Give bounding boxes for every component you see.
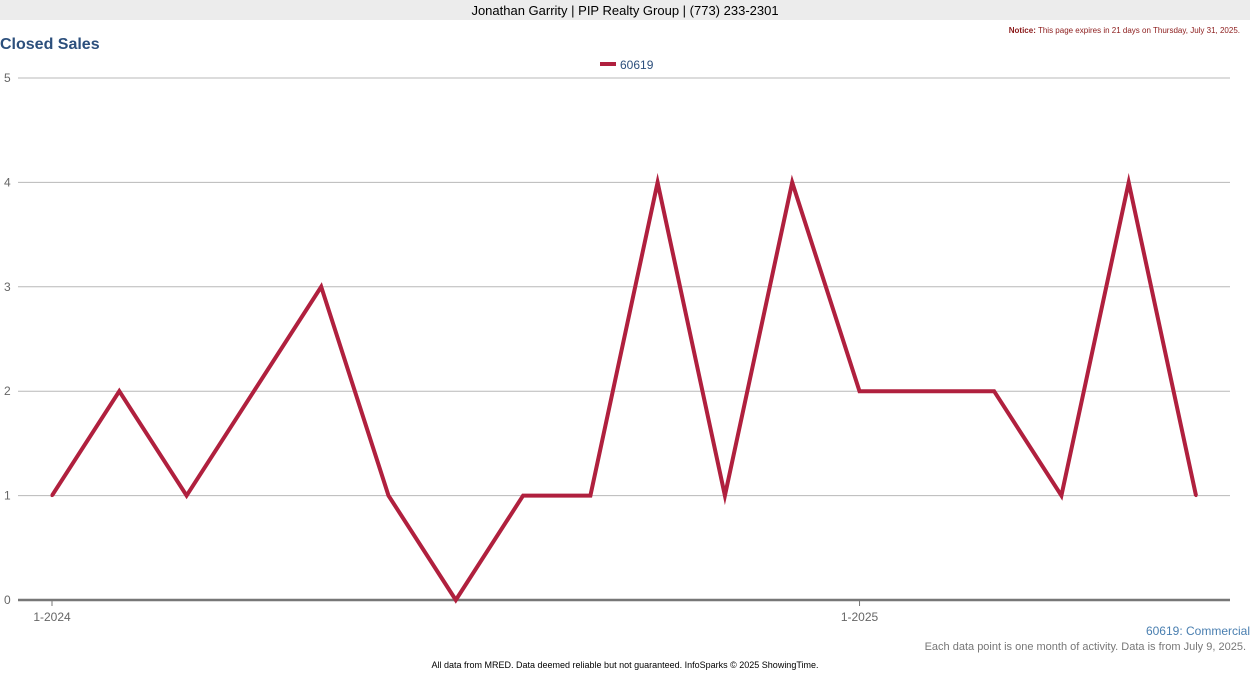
data-point <box>656 180 660 184</box>
data-point <box>185 494 189 498</box>
series-description: 60619: Commercial <box>1145 624 1250 638</box>
data-point <box>252 389 256 393</box>
x-tick-label: 1-2024 <box>33 610 71 624</box>
data-point <box>588 494 592 498</box>
data-point <box>925 389 929 393</box>
y-tick-label: 4 <box>4 175 11 189</box>
agent-header: Jonathan Garrity | PIP Realty Group | (7… <box>0 0 1250 20</box>
data-point <box>858 389 862 393</box>
footer-disclaimer: All data from MRED. Data deemed reliable… <box>431 660 819 670</box>
y-tick-label: 1 <box>4 489 11 503</box>
legend-label: 60619 <box>620 58 654 72</box>
data-point <box>1059 494 1063 498</box>
data-point <box>1194 494 1198 498</box>
data-point <box>723 494 727 498</box>
expiry-notice: Notice: This page expires in 21 days on … <box>1009 26 1240 35</box>
data-point <box>50 494 54 498</box>
x-tick-label: 1-2025 <box>841 610 879 624</box>
data-point <box>790 180 794 184</box>
data-point <box>117 389 121 393</box>
data-point <box>386 494 390 498</box>
y-tick-label: 0 <box>4 593 11 607</box>
y-tick-label: 5 <box>4 71 11 85</box>
data-note: Each data point is one month of activity… <box>924 641 1246 653</box>
data-point <box>992 389 996 393</box>
data-point <box>521 494 525 498</box>
data-point <box>1127 180 1131 184</box>
data-point <box>319 285 323 289</box>
series-line-60619 <box>50 172 1198 604</box>
chart-title: Closed Sales <box>0 36 100 53</box>
data-point <box>454 598 458 602</box>
y-tick-label: 3 <box>4 280 11 294</box>
y-tick-label: 2 <box>4 384 11 398</box>
notice-text: This page expires in 21 days on Thursday… <box>1037 26 1240 35</box>
notice-label: Notice: <box>1008 26 1036 35</box>
